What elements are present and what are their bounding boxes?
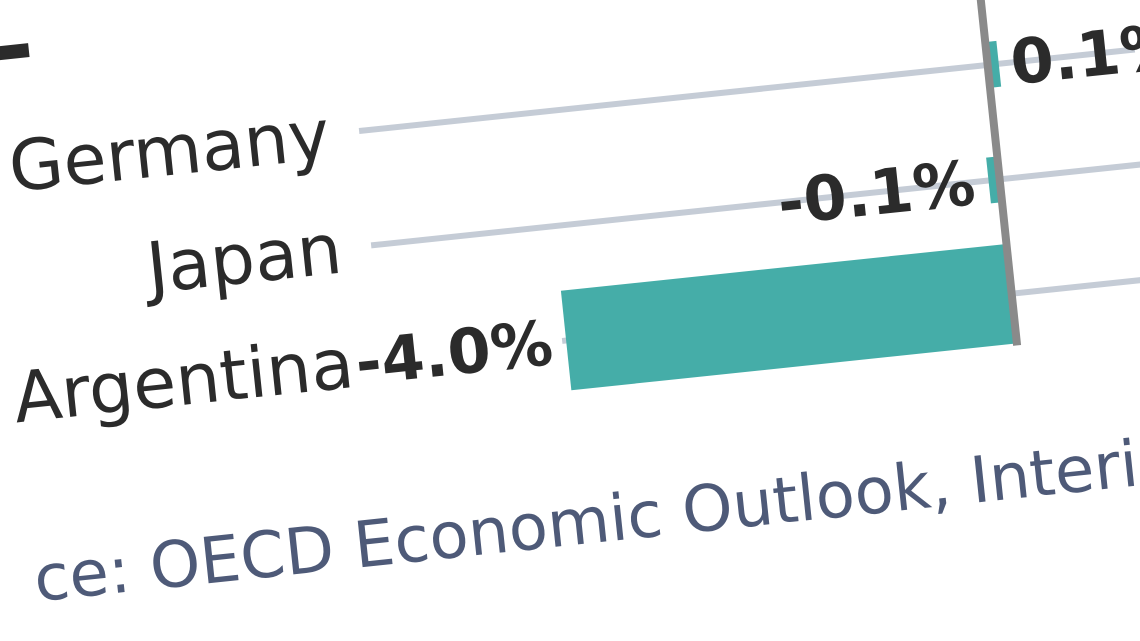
bar-argentina [560,243,1017,391]
value-label: -0.1% [774,146,978,239]
category-label: Japan [139,208,346,310]
gridline [358,46,1136,134]
category-label: Argentina [9,322,357,439]
clipped-label-fragment [0,43,30,61]
gridline [370,160,1140,249]
plot-area: Germany 0.1% Japan -0.1% Argentina-4.0% ce: … [0,0,1140,617]
value-label: 0.1% [1007,9,1140,100]
source-note: ce: OECD Economic Outlook, Interi [30,428,1140,618]
category-label: Germany [5,93,334,208]
zero-axis-line [967,0,1022,346]
value-label: -4.0% [352,306,556,399]
